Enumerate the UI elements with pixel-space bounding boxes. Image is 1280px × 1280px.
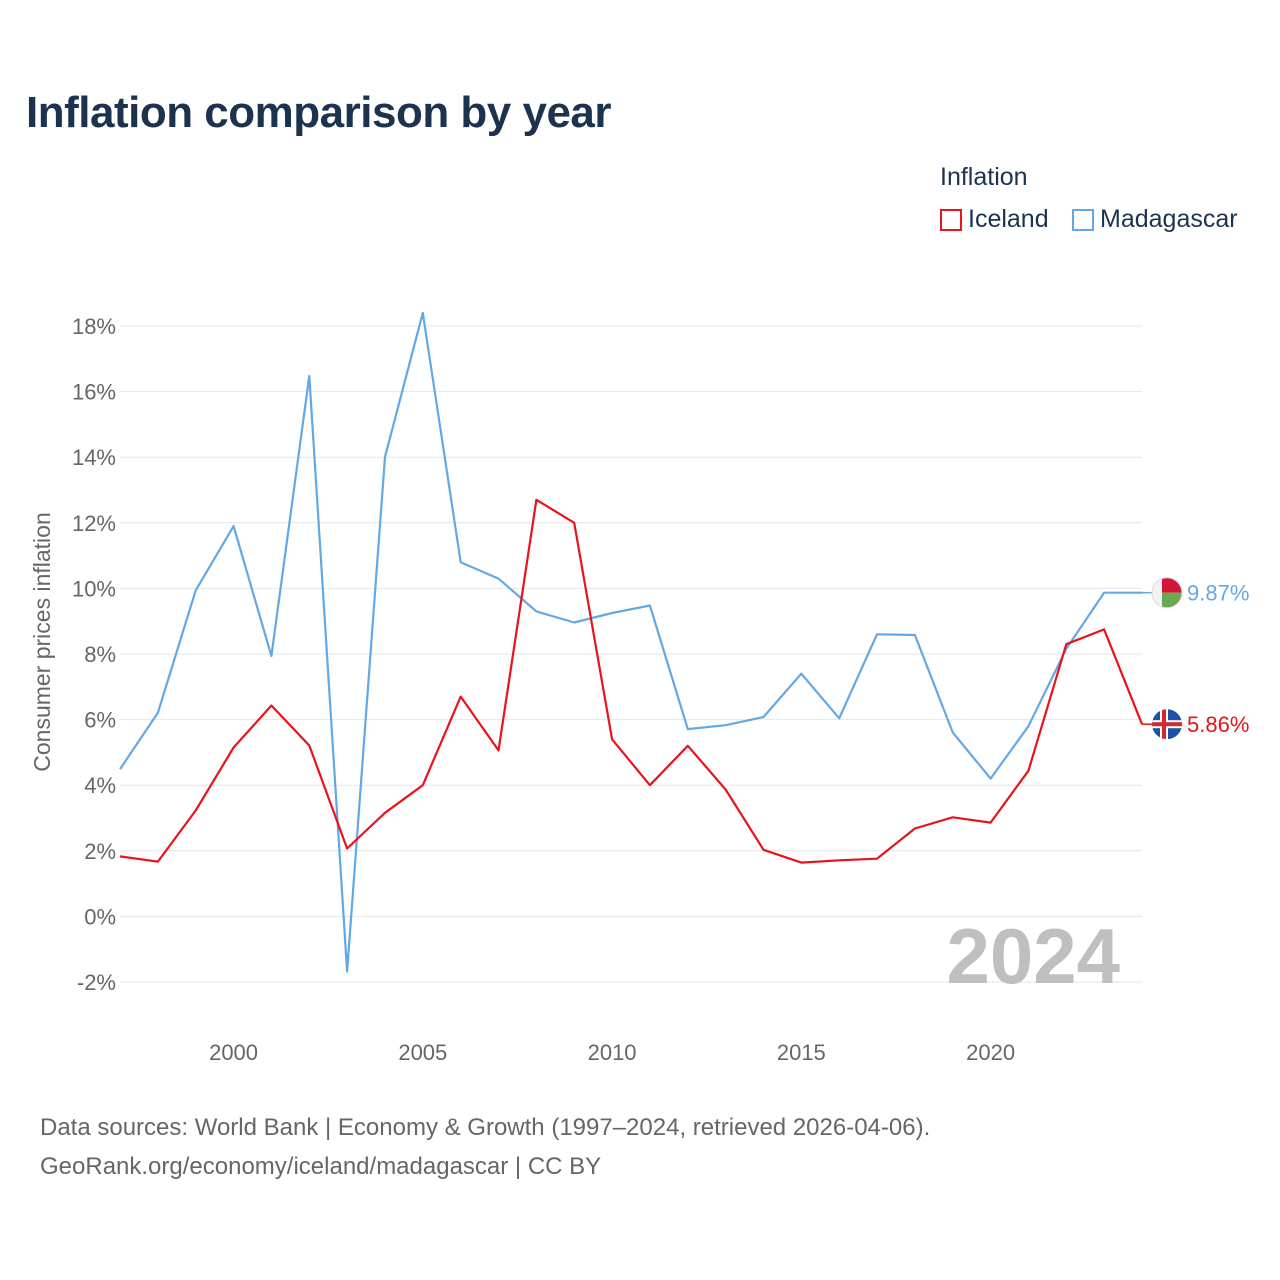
legend-item-iceland[interactable]: Iceland (940, 205, 1049, 234)
x-tick-label: 2000 (209, 1040, 258, 1065)
series-line-iceland[interactable] (119, 498, 1144, 864)
x-tick-label: 2020 (966, 1040, 1015, 1065)
grid (120, 325, 1142, 983)
chart-title: Inflation comparison by year (26, 88, 612, 137)
y-tick-label: 16% (72, 380, 116, 405)
y-tick-label: 6% (84, 708, 116, 733)
legend-label-madagascar: Madagascar (1100, 205, 1238, 233)
madagascar-flag-icon (1151, 577, 1183, 609)
legend-title: Inflation (940, 163, 1028, 191)
y-tick-label: 4% (84, 773, 116, 798)
source-line-2: GeoRank.org/economy/iceland/madagascar |… (40, 1153, 602, 1180)
x-tick-label: 2010 (588, 1040, 637, 1065)
y-tick-label: 18% (72, 314, 116, 339)
legend-item-madagascar[interactable]: Madagascar (1072, 205, 1238, 234)
y-tick-label: 0% (84, 904, 116, 929)
y-tick-label: -2% (77, 970, 116, 995)
y-tick-label: 10% (72, 576, 116, 601)
series-lines (119, 311, 1144, 973)
x-tick-label: 2005 (398, 1040, 447, 1065)
y-tick-label: 8% (84, 642, 116, 667)
y-tick-label: 12% (72, 511, 116, 536)
source-note: Data sources: World Bank | Economy & Gro… (40, 1108, 930, 1186)
year-watermark: 2024 (946, 912, 1120, 1000)
series-line-madagascar[interactable] (119, 311, 1142, 973)
legend-swatch-iceland (940, 208, 962, 231)
legend-label-iceland: Iceland (968, 205, 1049, 233)
y-tick-label: 14% (72, 445, 116, 470)
y-tick-label: 2% (84, 839, 116, 864)
x-tick-label: 2015 (777, 1040, 826, 1065)
y-axis-label: Consumer prices inflation (29, 512, 55, 772)
end-label-iceland: 5.86% (1187, 712, 1249, 737)
iceland-flag-icon (1152, 709, 1182, 740)
legend-swatch-madagascar (1072, 208, 1094, 231)
end-label-madagascar: 9.87% (1187, 581, 1249, 606)
x-axis: 2000 2005 2010 2015 2020 (209, 1040, 1015, 1065)
end-markers: 9.87% 5.86% (1142, 577, 1249, 740)
y-axis: -2% 0% 2% 4% 6% 8% 10% 12% 14% 16% 18% (72, 314, 116, 995)
source-line-1: Data sources: World Bank | Economy & Gro… (40, 1114, 931, 1141)
